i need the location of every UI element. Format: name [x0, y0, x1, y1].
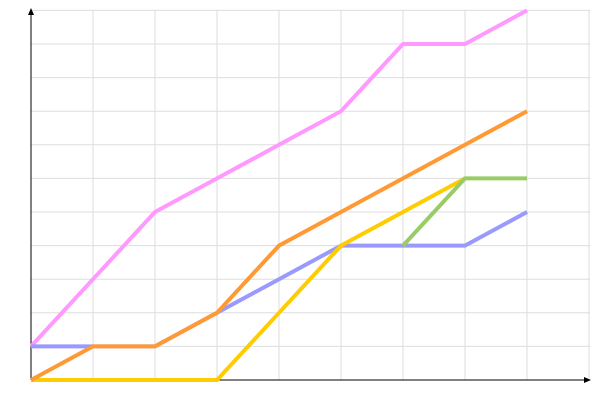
series-line-0	[29, 8, 528, 348]
series-line-3	[401, 176, 527, 247]
series-line-4	[30, 109, 528, 382]
series-line-2	[31, 176, 466, 382]
y-axis-arrow	[28, 8, 34, 15]
x-axis-arrow	[584, 377, 591, 383]
